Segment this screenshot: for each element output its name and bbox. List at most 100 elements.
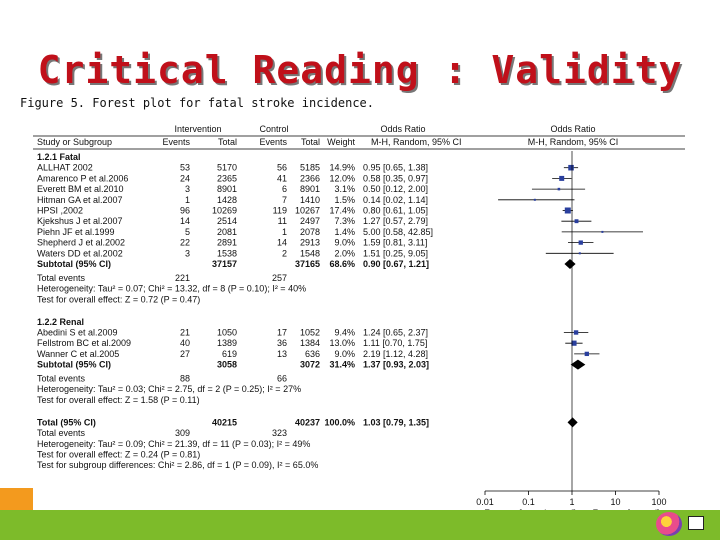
header-plot-odds-ratio: Odds Ratio	[550, 124, 595, 134]
ctrl-events: 2	[282, 248, 287, 258]
int-total: 1050	[217, 327, 237, 337]
study-name: Amarenco P et al.2006	[37, 173, 128, 183]
int-events: 1	[185, 195, 190, 205]
ctrl-total: 1548	[300, 248, 320, 258]
int-total: 40215	[212, 417, 237, 427]
ctrl-total: 1052	[300, 327, 320, 337]
weight: 9.0%	[334, 238, 355, 248]
odds-ratio-ci: 0.58 [0.35, 0.97]	[363, 173, 428, 183]
study-square	[564, 207, 571, 214]
header-intervention: Intervention	[174, 124, 221, 134]
study-square	[601, 230, 604, 233]
header-ctrl-total: Total	[301, 137, 320, 147]
footer-bar	[0, 510, 720, 540]
header-plot-method: M-H, Random, 95% CI	[528, 137, 619, 147]
slide-title: Critical Reading : Validity	[37, 48, 683, 92]
study-name: Shepherd J et al.2002	[37, 238, 125, 248]
study-name: Fellstrom BC et al.2009	[37, 338, 131, 348]
odds-ratio-ci: 1.27 [0.57, 2.79]	[363, 216, 428, 226]
study-square	[578, 240, 583, 245]
x-tick-label: 10	[610, 497, 620, 507]
subgroup-differences-text: Test for subgroup differences: Chi² = 2.…	[37, 460, 318, 470]
ctrl-events: 7	[282, 195, 287, 205]
ctrl-total: 1410	[300, 195, 320, 205]
int-events: 40	[180, 338, 190, 348]
pooled-diamond	[564, 259, 576, 269]
odds-ratio-ci: 0.50 [0.12, 2.00]	[363, 184, 428, 194]
header-or-method: M-H, Random, 95% CI	[371, 137, 462, 147]
weight: 7.3%	[334, 216, 355, 226]
int-events: 27	[180, 349, 190, 359]
odds-ratio-ci: 2.19 [1.12, 4.28]	[363, 349, 428, 359]
study-square	[578, 252, 581, 255]
header-control: Control	[259, 124, 288, 134]
ctrl-total: 40237	[295, 417, 320, 427]
int-events: 221	[175, 273, 190, 283]
header-odds-ratio: Odds Ratio	[380, 124, 425, 134]
ctrl-total: 5185	[300, 163, 320, 173]
ctrl-total: 636	[305, 349, 320, 359]
int-events: 96	[180, 206, 190, 216]
total-events-label: Total events	[37, 373, 86, 383]
int-total: 2081	[217, 227, 237, 237]
total-events-label: Total events	[37, 273, 86, 283]
odds-ratio-ci: 0.95 [0.65, 1.38]	[363, 163, 428, 173]
study-square	[574, 219, 579, 224]
ctrl-total: 2913	[300, 238, 320, 248]
odds-ratio-ci: 1.03 [0.79, 1.35]	[363, 417, 429, 427]
study-square	[557, 187, 561, 191]
study-square	[568, 164, 574, 171]
odds-ratio-ci: 5.00 [0.58, 42.85]	[363, 227, 433, 237]
odds-ratio-ci: 0.80 [0.61, 1.05]	[363, 206, 428, 216]
pooled-diamond	[570, 359, 586, 370]
x-tick-label: 0.01	[476, 497, 494, 507]
weight: 100.0%	[324, 417, 355, 427]
pooled-diamond	[567, 417, 578, 428]
int-total: 619	[222, 349, 237, 359]
int-events: 3	[185, 184, 190, 194]
study-square	[533, 198, 536, 201]
heterogeneity-text: Heterogeneity: Tau² = 0.09; Chi² = 21.39…	[37, 439, 310, 449]
int-events: 88	[180, 373, 190, 383]
ctrl-total: 1384	[300, 338, 320, 348]
subtotal-label: Subtotal (95% CI)	[37, 360, 111, 370]
int-total: 10269	[212, 206, 237, 216]
heterogeneity-text: Heterogeneity: Tau² = 0.03; Chi² = 2.75,…	[37, 384, 301, 394]
subtotal-label: Subtotal (95% CI)	[37, 259, 111, 269]
study-name: ALLHAT 2002	[37, 163, 93, 173]
int-events: 21	[180, 327, 190, 337]
heterogeneity-text: Heterogeneity: Tau² = 0.07; Chi² = 13.32…	[37, 284, 306, 294]
study-square	[573, 330, 579, 335]
ctrl-events: 323	[272, 428, 287, 438]
study-name: Everett BM et al.2010	[37, 184, 124, 194]
int-total: 1538	[217, 248, 237, 258]
weight: 17.4%	[329, 206, 355, 216]
flower-logo-icon	[656, 512, 682, 536]
ctrl-events: 41	[277, 173, 287, 183]
ctrl-events: 14	[277, 238, 287, 248]
page-marker-icon	[688, 516, 704, 530]
subgroup-label: 1.2.2 Renal	[37, 317, 84, 327]
int-total: 37157	[212, 259, 237, 269]
header-int-events: Events	[162, 137, 190, 147]
forest-plot-panel	[33, 121, 685, 524]
ctrl-events: 257	[272, 273, 287, 283]
ctrl-total: 37165	[295, 259, 320, 269]
ctrl-events: 1	[282, 227, 287, 237]
int-total: 1389	[217, 338, 237, 348]
total-label: Total (95% CI)	[37, 417, 96, 427]
odds-ratio-ci: 1.51 [0.25, 9.05]	[363, 248, 428, 258]
study-square	[584, 351, 589, 357]
figure-caption: Figure 5. Forest plot for fatal stroke i…	[20, 96, 375, 110]
odds-ratio-ci: 0.14 [0.02, 1.14]	[363, 195, 428, 205]
weight: 9.0%	[334, 349, 355, 359]
weight: 31.4%	[329, 360, 355, 370]
study-name: Wanner C et al.2005	[37, 349, 119, 359]
total-events-label: Total events	[37, 428, 86, 438]
int-total: 5170	[217, 163, 237, 173]
ctrl-total: 3072	[300, 360, 320, 370]
int-events: 22	[180, 238, 190, 248]
x-tick-label: 1	[569, 497, 574, 507]
study-name: Kjekshus J et al.2007	[37, 216, 123, 226]
study-name: Hitman GA et al.2007	[37, 195, 123, 205]
